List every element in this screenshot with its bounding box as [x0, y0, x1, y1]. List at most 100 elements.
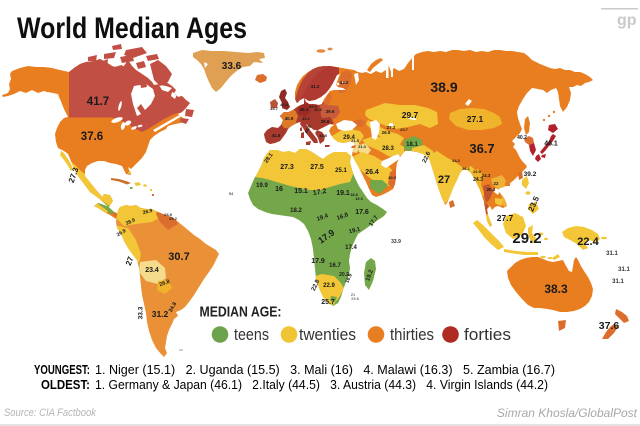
svg-text:26.9: 26.9 [142, 208, 153, 216]
svg-text:30.7: 30.7 [168, 251, 189, 263]
svg-text:24.2: 24.2 [452, 158, 461, 163]
svg-text:26.1: 26.1 [462, 166, 471, 171]
svg-text:22.9: 22.9 [473, 169, 482, 174]
svg-text:26.8: 26.8 [159, 279, 171, 288]
svg-text:19.4: 19.4 [316, 213, 330, 223]
svg-text:43.2: 43.2 [340, 80, 349, 85]
svg-text:24.3: 24.3 [482, 173, 491, 178]
svg-text:35.7: 35.7 [270, 106, 279, 111]
svg-text:29.7: 29.7 [402, 110, 419, 120]
svg-text:27.1: 27.1 [467, 114, 484, 124]
svg-text:30.3: 30.3 [388, 175, 397, 180]
svg-text:19.2: 19.2 [365, 269, 375, 283]
svg-text:29.2: 29.2 [512, 230, 541, 247]
svg-text:18.2: 18.2 [290, 208, 302, 214]
svg-text:MEDIAN AGE:: MEDIAN AGE: [200, 304, 282, 321]
svg-text:40.9: 40.9 [285, 116, 294, 121]
svg-text:41.7: 41.7 [87, 96, 109, 108]
svg-text:16.7: 16.7 [329, 263, 341, 269]
svg-text:40.4: 40.4 [280, 102, 289, 107]
svg-text:38.9: 38.9 [430, 79, 457, 95]
svg-text:39.9: 39.9 [309, 104, 318, 109]
svg-text:22.4: 22.4 [577, 236, 599, 248]
svg-text:27.7: 27.7 [497, 213, 514, 223]
svg-text:31.2: 31.2 [152, 309, 169, 319]
svg-text:forties: forties [464, 326, 511, 344]
svg-text:31.1: 31.1 [612, 279, 624, 285]
svg-text:25.1: 25.1 [335, 168, 347, 174]
svg-text:21.5: 21.5 [351, 138, 360, 143]
svg-text:17.6: 17.6 [355, 209, 369, 216]
svg-text:18.1: 18.1 [406, 142, 418, 148]
svg-text:39.6: 39.6 [326, 109, 335, 114]
svg-text:26.4: 26.4 [365, 169, 379, 176]
svg-text:28.9: 28.9 [125, 217, 137, 227]
svg-text:28.1: 28.1 [264, 152, 275, 164]
svg-text:23.9: 23.9 [164, 212, 173, 217]
svg-text:15.1: 15.1 [294, 188, 308, 195]
svg-text:43.1: 43.1 [302, 116, 311, 121]
svg-text:16.8: 16.8 [336, 212, 350, 222]
svg-text:World Median Ages: World Median Ages [17, 12, 247, 45]
svg-text:29.4: 29.4 [343, 135, 355, 141]
svg-text:19.1: 19.1 [348, 226, 361, 235]
svg-text:29.2: 29.2 [169, 216, 178, 221]
svg-text:Source: CIA Factbook: Source: CIA Factbook [4, 407, 96, 419]
svg-text:OLDEST:: OLDEST: [41, 378, 90, 392]
svg-text:teens: teens [234, 326, 269, 344]
svg-text:36.7: 36.7 [469, 141, 494, 156]
svg-text:Simran Khosla/GlobalPost: Simran Khosla/GlobalPost [497, 406, 638, 420]
svg-text:46.1: 46.1 [300, 107, 309, 112]
svg-text:33.9: 33.9 [391, 239, 401, 245]
svg-text:27: 27 [438, 174, 450, 186]
svg-text:39.8: 39.8 [321, 119, 330, 124]
svg-text:20.2: 20.2 [487, 187, 496, 192]
svg-text:33.3: 33.3 [138, 306, 145, 319]
svg-text:33.6: 33.6 [222, 61, 242, 72]
svg-text:1. Germany & Japan (46.1) 2.: 1. Germany & Japan (46.1) 2.Italy (44.5)… [95, 378, 548, 392]
svg-text:22.8: 22.8 [311, 278, 322, 292]
svg-text:31.1: 31.1 [618, 267, 630, 273]
svg-text:1. Niger (15.1) 2. Uganda (1: 1. Niger (15.1) 2. Uganda (15.5) 3. Mali… [95, 363, 555, 377]
svg-text:26.5: 26.5 [382, 130, 391, 135]
svg-text:24.3: 24.3 [473, 177, 483, 183]
svg-text:39.2: 39.2 [524, 171, 537, 178]
svg-text:16.9: 16.9 [344, 273, 354, 285]
svg-text:26.9: 26.9 [116, 228, 128, 238]
svg-text:41.2: 41.2 [311, 84, 320, 89]
svg-text:44.5: 44.5 [303, 124, 312, 135]
svg-text:37.6: 37.6 [81, 131, 103, 143]
svg-text:34.8: 34.8 [168, 301, 179, 313]
svg-text:23.6: 23.6 [351, 297, 358, 301]
svg-text:40.6: 40.6 [314, 107, 323, 112]
svg-text:27.1: 27.1 [387, 125, 396, 130]
svg-text:37.6: 37.6 [599, 320, 620, 332]
svg-text:22.6: 22.6 [422, 150, 433, 164]
svg-text:23.4: 23.4 [145, 267, 159, 274]
svg-text:twenties: twenties [299, 326, 356, 344]
svg-text:40.2: 40.2 [517, 135, 527, 141]
svg-text:17.9: 17.9 [311, 258, 325, 265]
svg-text:16: 16 [275, 186, 283, 193]
svg-text:YOUNGEST:: YOUNGEST: [34, 363, 90, 377]
svg-text:19.1: 19.1 [336, 190, 350, 197]
svg-text:17.7: 17.7 [368, 214, 380, 228]
svg-text:20.2: 20.2 [339, 272, 349, 278]
svg-text:54: 54 [229, 191, 234, 196]
svg-text:27.5: 27.5 [310, 164, 324, 171]
svg-text:27: 27 [124, 255, 136, 267]
svg-text:41.6: 41.6 [272, 133, 281, 138]
svg-text:19.9: 19.9 [256, 183, 268, 189]
svg-text:18.8: 18.8 [350, 193, 357, 197]
svg-text:22: 22 [493, 181, 499, 186]
svg-text:gp: gp [617, 12, 637, 29]
svg-text:46.1: 46.1 [544, 141, 558, 148]
svg-text:thirties: thirties [390, 326, 434, 344]
svg-text:27.3: 27.3 [280, 164, 294, 171]
svg-text:19.3: 19.3 [355, 197, 362, 201]
svg-text:21.3: 21.3 [358, 144, 367, 149]
svg-text:21: 21 [351, 293, 355, 297]
svg-text:17.4: 17.4 [345, 245, 357, 251]
svg-text:25.7: 25.7 [321, 299, 335, 306]
svg-text:22.9: 22.9 [323, 283, 335, 289]
